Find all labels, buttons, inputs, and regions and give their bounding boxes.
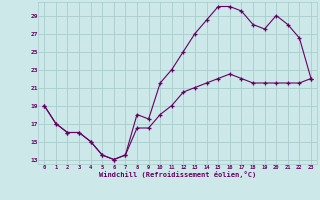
X-axis label: Windchill (Refroidissement éolien,°C): Windchill (Refroidissement éolien,°C) [99,171,256,178]
